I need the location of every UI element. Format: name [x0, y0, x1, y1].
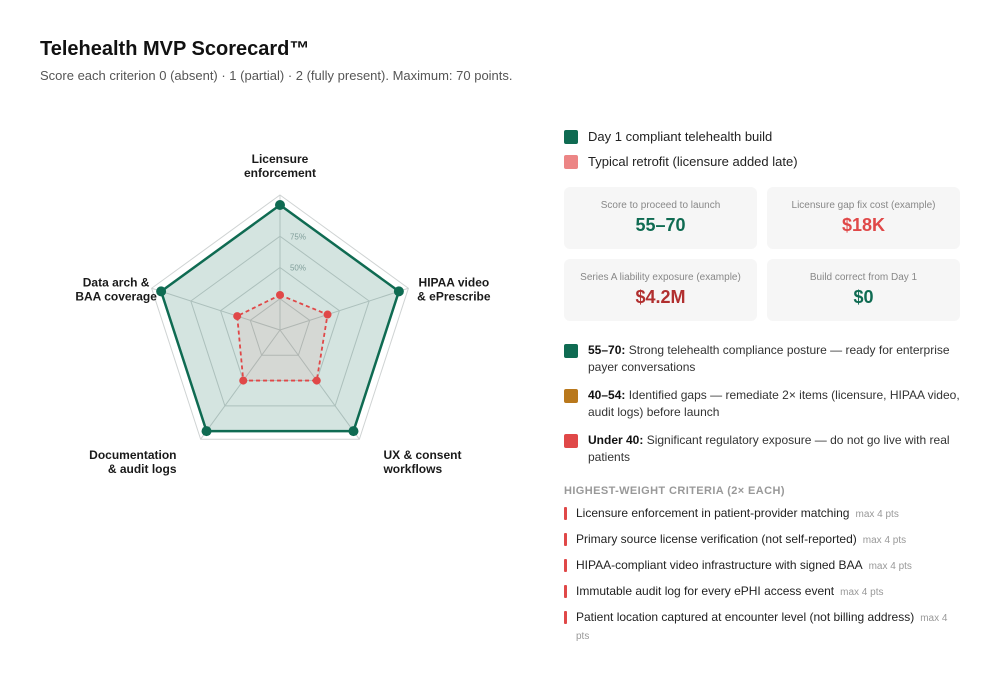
- axis-label: UX & consent: [383, 448, 461, 462]
- band-text: Significant regulatory exposure — do not…: [588, 433, 950, 464]
- stat-value: $0: [853, 287, 874, 307]
- axis-label: Data arch &: [83, 275, 150, 289]
- stat-value: 55–70: [635, 215, 686, 235]
- band-range: 40–54:: [588, 388, 626, 402]
- criteria-max: max 4 pts: [868, 561, 912, 572]
- band-swatch-red: [564, 434, 578, 448]
- series-retrofit-point: [323, 310, 332, 319]
- stat-card-day1-cost: Build correct from Day 1 $0: [767, 259, 960, 321]
- series-day1-point: [348, 426, 359, 437]
- band-range: 55–70:: [588, 343, 626, 357]
- series-day1-point: [275, 200, 285, 210]
- stat-value: $4.2M: [635, 287, 686, 307]
- criteria-marker: [564, 559, 567, 572]
- criteria-heading: HIGHEST-WEIGHT CRITERIA (2× EACH): [564, 485, 785, 497]
- criteria-item: HIPAA-compliant video infrastructure wit…: [564, 557, 959, 575]
- axis-label: Licensure: [252, 152, 309, 166]
- grid-spoke: [151, 287, 281, 331]
- series-day1-point: [156, 286, 167, 297]
- legend-swatch-retrofit: [564, 154, 578, 169]
- legend-label-day1: Day 1 compliant telehealth build: [588, 129, 773, 144]
- page-subtitle: Score each criterion 0 (absent) · 1 (par…: [40, 68, 513, 83]
- series-day1-point: [393, 286, 404, 297]
- axis-label: BAA coverage: [75, 289, 157, 303]
- criteria-item: Patient location captured at encounter l…: [564, 609, 959, 645]
- grid-spoke: [200, 329, 281, 440]
- axis-label: Documentation: [89, 448, 176, 462]
- band-swatch-green: [564, 344, 578, 358]
- criteria-item: Immutable audit log for every ePHI acces…: [564, 583, 959, 601]
- criteria-max: max 4 pts: [840, 587, 884, 598]
- legend-item-day1: Day 1 compliant telehealth build: [564, 124, 798, 149]
- criteria-item: Primary source license verification (not…: [564, 531, 959, 549]
- stat-card-launch-score: Score to proceed to launch 55–70: [564, 187, 757, 249]
- criteria-max: max 4 pts: [862, 535, 907, 546]
- tick-label: 50%: [290, 264, 306, 273]
- criteria-label: HIPAA-compliant video infrastructure wit…: [576, 558, 863, 572]
- score-band-exposure: Under 40: Significant regulatory exposur…: [564, 432, 964, 466]
- band-text: Strong telehealth compliance posture — r…: [588, 343, 950, 374]
- stat-card-liability-exposure: Series A liability exposure (example) $4…: [564, 259, 757, 321]
- criteria-max: max 4 pts: [855, 509, 899, 520]
- score-band-strong: 55–70: Strong telehealth compliance post…: [564, 342, 964, 376]
- criteria-marker: [564, 585, 567, 598]
- page-title: Telehealth MVP Scorecard™: [40, 38, 310, 60]
- criteria-label: Primary source license verification (not…: [576, 532, 857, 546]
- criteria-list: Licensure enforcement in patient-provide…: [564, 505, 959, 653]
- grid-spoke: [279, 329, 360, 440]
- criteria-marker: [564, 611, 567, 624]
- criteria-label: Patient location captured at encounter l…: [576, 610, 915, 624]
- series-retrofit-point: [233, 312, 242, 321]
- series-retrofit-point: [239, 376, 248, 385]
- grid-ring: [190, 235, 370, 407]
- axis-label: enforcement: [244, 166, 316, 180]
- stat-value: $18K: [841, 215, 886, 235]
- grid-ring: [151, 194, 409, 440]
- criteria-marker: [564, 533, 567, 546]
- series-retrofit-point: [276, 291, 284, 299]
- axis-label: HIPAA video: [419, 275, 490, 289]
- stat-label: Score to proceed to launch: [600, 200, 721, 211]
- score-bands: 55–70: Strong telehealth compliance post…: [564, 342, 964, 477]
- axis-label: workflows: [382, 462, 442, 476]
- series-retrofit-area: [236, 294, 329, 382]
- series-retrofit-point: [312, 376, 321, 385]
- chart-legend: Day 1 compliant telehealth build Typical…: [564, 124, 798, 174]
- axis-label: & ePrescribe: [417, 289, 491, 303]
- criteria-marker: [564, 507, 567, 520]
- stat-label: Series A liability exposure (example): [580, 272, 741, 283]
- series-day1-point: [201, 426, 212, 437]
- series-day1-area: [159, 203, 401, 433]
- legend-label-retrofit: Typical retrofit (licensure added late): [588, 154, 798, 169]
- band-swatch-amber: [564, 389, 578, 403]
- grid-spoke: [279, 287, 409, 331]
- criteria-max: max 4 pts: [576, 613, 948, 642]
- band-text: Identified gaps — remediate 2× items (li…: [588, 388, 960, 419]
- stat-card-gap-fix-cost: Licensure gap fix cost (example) $18K: [767, 187, 960, 249]
- criteria-label: Licensure enforcement in patient-provide…: [576, 506, 850, 520]
- band-range: Under 40:: [588, 433, 644, 447]
- score-band-gaps: 40–54: Identified gaps — remediate 2× it…: [564, 387, 964, 421]
- grid-ring: [249, 298, 311, 356]
- legend-swatch-day1: [564, 129, 578, 144]
- tick-label: 75%: [290, 232, 306, 241]
- axis-label: & audit logs: [108, 462, 177, 476]
- criteria-item: Licensure enforcement in patient-provide…: [564, 505, 959, 523]
- stat-label: Licensure gap fix cost (example): [791, 200, 936, 211]
- legend-item-retrofit: Typical retrofit (licensure added late): [564, 149, 798, 174]
- stat-label: Build correct from Day 1: [809, 272, 918, 283]
- criteria-label: Immutable audit log for every ePHI acces…: [576, 584, 835, 598]
